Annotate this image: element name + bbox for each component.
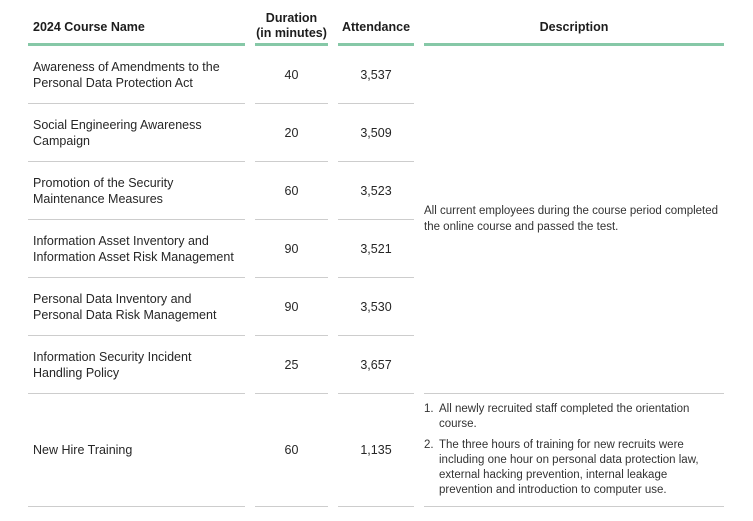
- course-name: Personal Data Inventory and Personal Dat…: [28, 278, 245, 336]
- course-attendance: 3,523: [338, 162, 414, 220]
- column-header-course: 2024 Course Name: [28, 12, 245, 46]
- course-duration: 25: [255, 336, 328, 394]
- course-attendance: 3,530: [338, 278, 414, 336]
- course-name: Information Security Incident Handling P…: [28, 336, 245, 394]
- list-item-marker: 1.: [424, 403, 434, 416]
- list-item-text: All newly recruited staff completed the …: [439, 403, 690, 431]
- course-attendance: 3,657: [338, 336, 414, 394]
- course-duration: 40: [255, 46, 328, 104]
- course-attendance: 3,521: [338, 220, 414, 278]
- list-item-text: The three hours of training for new recr…: [439, 439, 699, 496]
- course-duration: 60: [255, 394, 328, 507]
- course-duration: 90: [255, 220, 328, 278]
- column-header-attendance: Attendance: [338, 12, 414, 46]
- list-item: 2. The three hours of training for new r…: [424, 438, 722, 498]
- course-name: New Hire Training: [28, 394, 245, 507]
- course-name: Promotion of the Security Maintenance Me…: [28, 162, 245, 220]
- course-duration: 20: [255, 104, 328, 162]
- duration-header-line2: (in minutes): [256, 25, 327, 40]
- duration-header-line1: Duration: [265, 11, 318, 26]
- course-attendance: 3,537: [338, 46, 414, 104]
- course-duration: 60: [255, 162, 328, 220]
- list-item: 1. All newly recruited staff completed t…: [424, 402, 722, 432]
- description-new-hire-training: 1. All newly recruited staff completed t…: [424, 394, 724, 507]
- course-name: Social Engineering Awareness Campaign: [28, 104, 245, 162]
- course-duration: 90: [255, 278, 328, 336]
- course-table: 2024 Course Name Duration (in minutes) A…: [28, 11, 724, 507]
- list-item-marker: 2.: [424, 439, 434, 452]
- course-attendance: 1,135: [338, 394, 414, 507]
- description-online-courses: All current employees during the course …: [424, 46, 724, 394]
- course-attendance: 3,509: [338, 104, 414, 162]
- column-header-duration: Duration (in minutes): [255, 11, 328, 46]
- description-text: All current employees during the course …: [424, 204, 719, 233]
- description-numbered-list: 1. All newly recruited staff completed t…: [424, 402, 722, 498]
- course-name: Awareness of Amendments to the Personal …: [28, 46, 245, 104]
- course-name: Information Asset Inventory and Informat…: [28, 220, 245, 278]
- column-header-description: Description: [424, 12, 724, 46]
